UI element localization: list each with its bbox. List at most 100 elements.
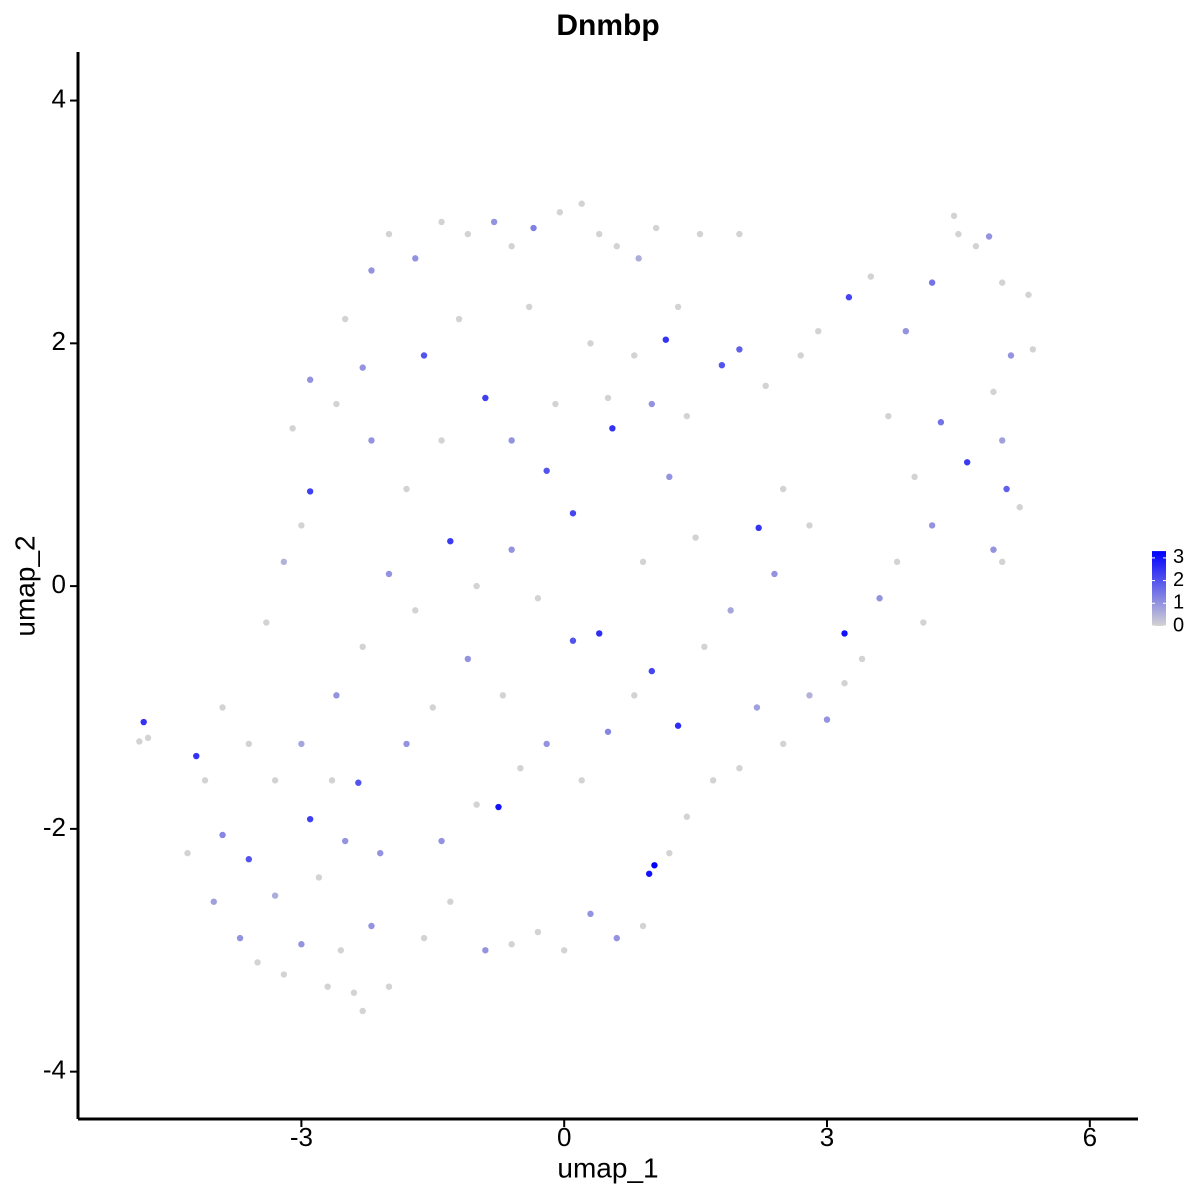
point [928, 522, 936, 529]
point [762, 382, 769, 390]
point [639, 922, 647, 930]
point [556, 209, 564, 216]
point [508, 941, 515, 948]
point [271, 777, 279, 784]
point [651, 862, 658, 869]
point [635, 255, 642, 262]
point [350, 989, 358, 996]
point [999, 279, 1006, 286]
point [867, 273, 875, 280]
point [596, 630, 603, 637]
point [674, 722, 682, 729]
y-tick-label: 4 [52, 83, 66, 113]
point [604, 728, 612, 735]
point [755, 524, 762, 532]
x-axis-label: umap_1 [557, 1152, 658, 1183]
point [499, 692, 507, 699]
colorbar-label: 3 [1173, 546, 1184, 568]
point [517, 764, 524, 772]
point [328, 777, 336, 784]
point [333, 692, 340, 699]
point [385, 983, 393, 990]
point [438, 218, 445, 226]
point [902, 327, 910, 335]
point [845, 294, 853, 301]
point [858, 655, 866, 663]
point [1016, 504, 1023, 511]
point [1003, 485, 1010, 493]
point [543, 740, 550, 748]
point [815, 327, 822, 335]
point [613, 934, 620, 942]
y-tick-label: 2 [52, 326, 66, 356]
point [289, 425, 296, 432]
point [254, 959, 261, 966]
point [950, 212, 958, 220]
x-tick-label: -3 [290, 1122, 313, 1152]
point [482, 394, 489, 402]
point [806, 692, 813, 699]
point [447, 898, 454, 905]
point [587, 910, 594, 918]
point [990, 546, 997, 553]
x-tick-label: 0 [557, 1122, 571, 1152]
point [298, 941, 305, 948]
point [337, 947, 345, 954]
point [727, 607, 734, 614]
point [560, 947, 568, 954]
point [420, 352, 428, 359]
point [780, 740, 787, 748]
point [219, 831, 226, 839]
point [306, 376, 314, 383]
point [985, 233, 993, 240]
point [144, 734, 152, 742]
colorbar [1152, 551, 1166, 626]
point [604, 394, 612, 402]
point [280, 558, 288, 566]
point [298, 740, 305, 748]
x-tick-label: 3 [820, 1122, 834, 1152]
point [385, 570, 393, 578]
point [596, 230, 603, 238]
point [473, 582, 480, 590]
point [709, 777, 717, 784]
point [631, 692, 638, 699]
point [508, 243, 515, 250]
point [306, 815, 314, 823]
point [823, 716, 831, 723]
point [368, 922, 375, 930]
point [631, 352, 638, 359]
point [692, 534, 699, 541]
point [534, 595, 542, 602]
point [701, 643, 708, 651]
point [324, 983, 331, 990]
point [999, 437, 1006, 444]
point [1025, 291, 1032, 298]
point [333, 400, 340, 408]
point [648, 400, 656, 408]
point [306, 488, 314, 495]
point [666, 473, 673, 481]
point [683, 813, 691, 820]
point [464, 230, 472, 238]
point [210, 898, 217, 905]
point [736, 764, 743, 772]
point [753, 704, 761, 711]
point [280, 971, 288, 978]
point [184, 849, 191, 857]
point [718, 361, 726, 369]
point [368, 267, 375, 274]
point [648, 667, 656, 675]
point [464, 655, 472, 663]
point [928, 279, 936, 286]
point [495, 803, 502, 811]
point [736, 346, 743, 353]
point [552, 400, 559, 408]
point [911, 473, 918, 481]
point [937, 419, 945, 426]
point [609, 425, 616, 432]
point [990, 388, 997, 396]
point [236, 934, 244, 942]
point [920, 619, 927, 626]
point [438, 837, 445, 845]
